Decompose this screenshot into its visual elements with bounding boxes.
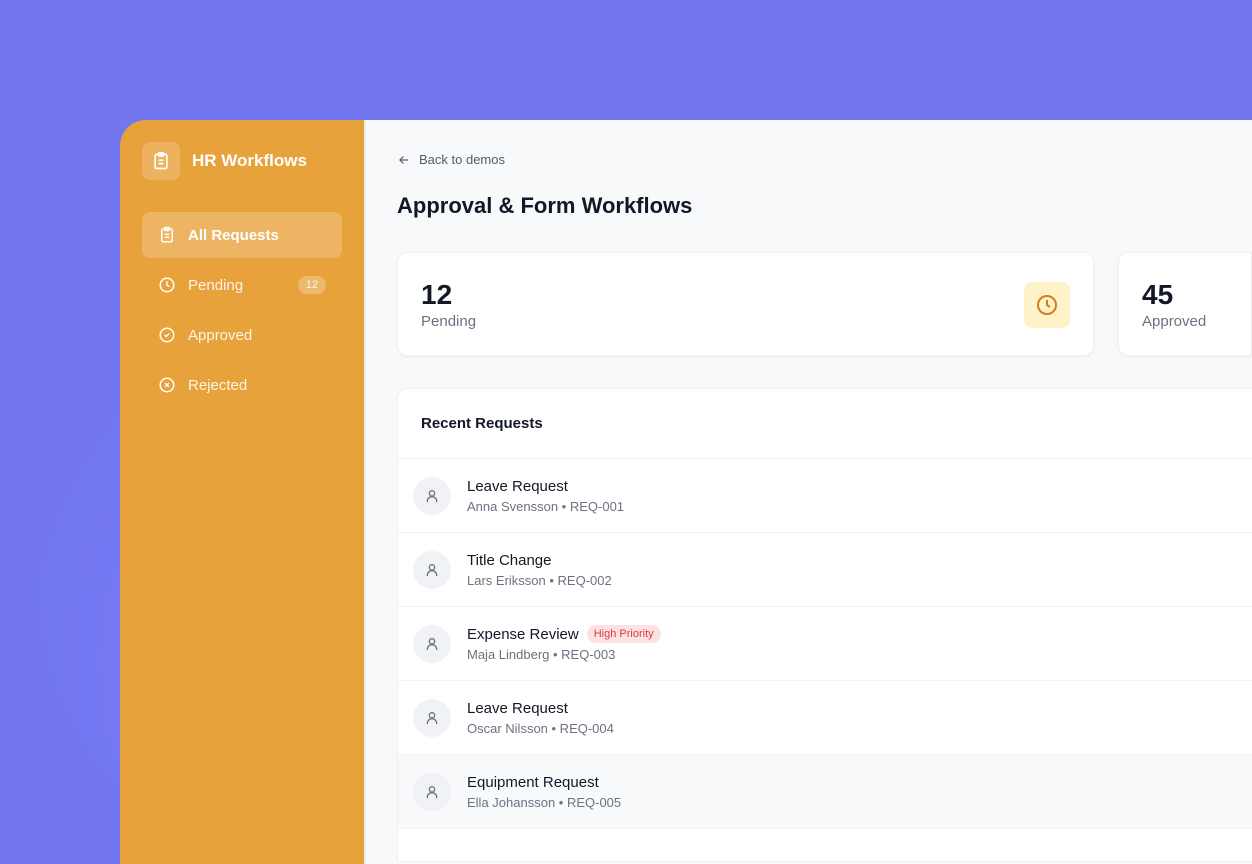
sidebar-item-approved[interactable]: Approved xyxy=(142,312,342,358)
sidebar-item-rejected[interactable]: Rejected xyxy=(142,362,342,408)
request-title: Leave Request xyxy=(467,477,568,495)
user-icon xyxy=(413,550,451,589)
app-window: HR Workflows All Requests Pending 12 App… xyxy=(120,120,1252,864)
main-content: Back to demos Approval & Form Workflows … xyxy=(364,120,1252,864)
x-circle-icon xyxy=(159,377,175,393)
user-icon xyxy=(413,624,451,663)
request-title: Leave Request xyxy=(467,699,568,717)
request-subtitle: Lars Eriksson • REQ-002 xyxy=(467,572,612,588)
sidebar-item-label: Pending xyxy=(188,276,244,294)
user-icon xyxy=(413,772,451,811)
request-subtitle: Ella Johansson • REQ-005 xyxy=(467,794,622,810)
request-row[interactable]: Leave Request Oscar Nilsson • REQ-004 xyxy=(398,681,1252,755)
request-title: Expense Review xyxy=(467,625,579,643)
user-icon xyxy=(413,698,451,737)
stats-row: 12 Pending 45 Approved xyxy=(397,252,1252,356)
panel-title: Recent Requests xyxy=(398,389,1252,459)
user-icon xyxy=(413,476,451,515)
recent-requests-panel: Recent Requests Leave Request Anna Svens… xyxy=(397,388,1252,862)
sidebar-item-all-requests[interactable]: All Requests xyxy=(142,212,342,258)
request-title: Equipment Request xyxy=(467,773,599,791)
brand-name: HR Workflows xyxy=(192,151,307,170)
back-link[interactable]: Back to demos xyxy=(397,152,1252,167)
clipboard-icon xyxy=(161,226,173,243)
stat-value: 45 xyxy=(1142,279,1174,310)
request-row[interactable]: Equipment Request Ella Johansson • REQ-0… xyxy=(398,755,1252,829)
priority-badge: High Priority xyxy=(586,625,661,643)
request-list: Leave Request Anna Svensson • REQ-001 Ti… xyxy=(398,459,1252,829)
sidebar-item-label: All Requests xyxy=(188,226,279,244)
sidebar-item-pending[interactable]: Pending 12 xyxy=(142,262,342,308)
arrow-left-icon xyxy=(399,155,409,164)
request-row[interactable]: Title Change Lars Eriksson • REQ-002 xyxy=(398,533,1252,607)
pending-count-badge: 12 xyxy=(297,276,326,294)
back-link-label: Back to demos xyxy=(419,152,505,167)
clipboard-icon xyxy=(142,142,180,180)
stat-card-approved: 45 Approved xyxy=(1118,252,1252,356)
stat-label: Approved xyxy=(1142,313,1207,330)
brand: HR Workflows xyxy=(142,142,342,180)
page-title: Approval & Form Workflows xyxy=(397,193,693,218)
stat-label: Pending xyxy=(421,313,477,330)
sidebar: HR Workflows All Requests Pending 12 App… xyxy=(120,120,364,864)
clock-icon xyxy=(1024,282,1070,328)
stat-card-pending: 12 Pending xyxy=(397,252,1094,356)
request-row[interactable]: Expense Review High Priority Maja Lindber… xyxy=(398,607,1252,681)
check-circle-icon xyxy=(159,327,175,343)
stat-value: 12 xyxy=(421,279,453,310)
request-title: Title Change xyxy=(467,551,552,569)
request-subtitle: Anna Svensson • REQ-001 xyxy=(467,498,625,514)
request-row[interactable]: Leave Request Anna Svensson • REQ-001 xyxy=(398,459,1252,533)
request-subtitle: Oscar Nilsson • REQ-004 xyxy=(467,720,614,736)
sidebar-item-label: Rejected xyxy=(188,376,248,394)
sidebar-item-label: Approved xyxy=(188,326,253,344)
request-subtitle: Maja Lindberg • REQ-003 xyxy=(467,647,616,662)
clock-icon xyxy=(159,277,175,293)
